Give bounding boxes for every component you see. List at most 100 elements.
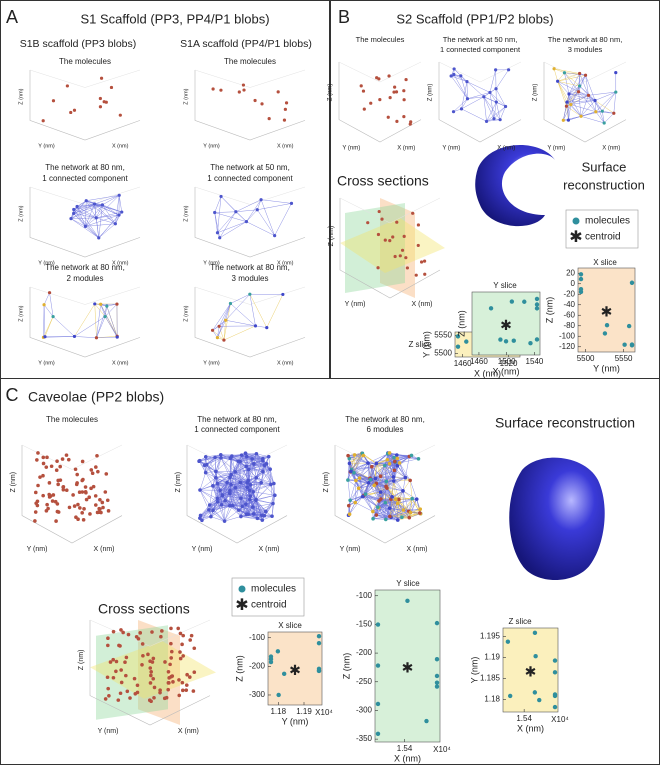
y-tick-label: -350: [356, 734, 373, 743]
x-tick-label: 1.18: [270, 707, 286, 716]
molecule: [197, 459, 201, 464]
network-edge: [214, 196, 222, 213]
network-edge: [398, 499, 404, 511]
y-tick-label: 5500: [434, 349, 452, 358]
molecule: [372, 483, 377, 488]
plot-title: 6 modules: [367, 425, 404, 434]
network-edge: [256, 469, 271, 478]
network-edge: [359, 477, 371, 480]
plot-title: 2 modules: [67, 274, 104, 283]
molecule: [214, 469, 218, 474]
molecule: [75, 472, 79, 477]
network-edge: [212, 303, 231, 331]
molecule: [45, 502, 49, 507]
molecule: [395, 453, 399, 457]
network-edge: [232, 498, 242, 506]
molecule: [209, 514, 213, 519]
network-edge: [44, 316, 54, 337]
molecule: [51, 99, 56, 103]
axis-label: Z (nm): [323, 472, 330, 493]
network-edge: [374, 463, 377, 486]
exponent-label: X10⁴: [315, 708, 333, 717]
molecule: [422, 259, 427, 263]
molecule: [233, 470, 238, 474]
network-edge: [568, 85, 580, 95]
slice-molecule: [268, 659, 274, 665]
axis-label: Z (nm): [183, 205, 189, 221]
molecule: [93, 494, 98, 498]
plot-title: The molecules: [59, 57, 111, 66]
slice-molecule: [578, 276, 584, 282]
molecule: [33, 490, 38, 495]
molecule: [384, 479, 389, 484]
network-edge: [96, 195, 120, 219]
network-edge: [214, 212, 220, 238]
molecule: [75, 481, 79, 485]
slice-molecule: [532, 690, 538, 695]
axis-label: Z (nm): [10, 472, 17, 493]
network-edge: [96, 217, 116, 224]
network-edge: [230, 458, 253, 460]
network-edge: [210, 504, 222, 517]
network-edge: [594, 100, 614, 114]
network-edge: [350, 462, 369, 472]
network-edge: [250, 482, 262, 485]
network-edge: [257, 209, 275, 236]
molecule: [114, 659, 119, 664]
network-edge: [217, 484, 232, 503]
network-edge: [588, 95, 603, 112]
molecule: [378, 474, 383, 479]
y-axis-label: Z (nm): [341, 653, 351, 680]
y-tick-label: 20: [566, 268, 575, 277]
network-edge: [570, 85, 580, 105]
molecule: [92, 202, 97, 206]
molecule: [168, 662, 172, 667]
molecule: [140, 662, 144, 667]
network-edge: [248, 465, 265, 470]
molecule: [55, 509, 60, 514]
network-edge: [602, 111, 605, 123]
network-edge: [215, 477, 231, 491]
network-edge: [94, 303, 97, 338]
plane-x: [380, 198, 415, 298]
molecule: [210, 328, 215, 332]
network-edge: [411, 498, 421, 510]
axis-box: [194, 187, 306, 258]
axis-label: X (nm): [94, 546, 115, 553]
network-edge: [566, 95, 589, 103]
molecule: [236, 459, 241, 463]
molecule: [241, 83, 246, 87]
network-edge: [209, 495, 223, 506]
molecule: [360, 494, 365, 499]
molecule: [97, 236, 101, 240]
network-edge: [372, 511, 390, 517]
molecule: [494, 68, 498, 72]
network-edge: [235, 463, 254, 472]
molecule: [61, 485, 65, 489]
network-edge: [224, 509, 239, 522]
network-edge: [394, 470, 406, 478]
network-edge: [235, 469, 249, 473]
network-edge: [483, 96, 497, 103]
network-edge: [380, 498, 391, 517]
network-edge: [235, 471, 257, 478]
y-tick-label: -120: [559, 342, 576, 351]
molecule: [244, 502, 248, 507]
network-edge: [373, 518, 386, 520]
network-edge: [199, 454, 221, 461]
molecule: [273, 234, 277, 238]
axis-label: X (nm): [397, 146, 415, 152]
network-edge: [489, 92, 497, 103]
molecule: [198, 516, 202, 520]
molecule: [215, 231, 220, 235]
axis-label: X (nm): [407, 546, 428, 553]
molecule: [204, 462, 209, 467]
network-edge: [73, 209, 99, 239]
molecule: [211, 484, 215, 488]
molecule: [482, 95, 486, 99]
molecule: [75, 204, 79, 209]
molecule: [227, 491, 232, 496]
molecule: [383, 238, 387, 242]
slice-molecule: [528, 340, 533, 346]
